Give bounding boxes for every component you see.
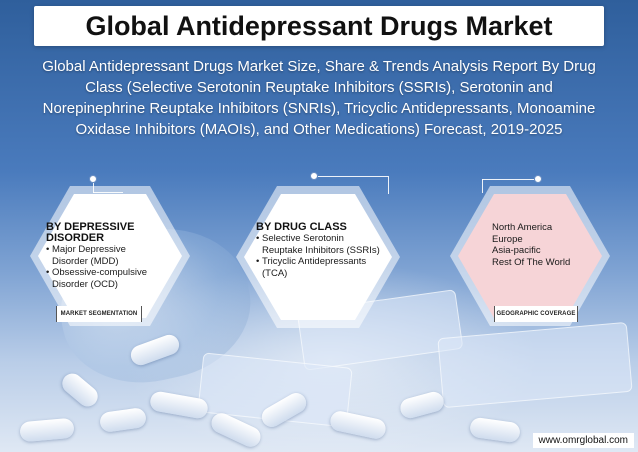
list-item: • Major Depressive Disorder (MDD) [46, 244, 126, 267]
report-subtitle: Global Antidepressant Drugs Market Size,… [42, 58, 596, 138]
website-url: www.omrglobal.com [532, 433, 634, 448]
page-title: Global Antidepressant Drugs Market [85, 10, 553, 41]
geographic-coverage-tag: GEOGRAPHIC COVERAGE [494, 306, 578, 322]
connector-dot [310, 172, 318, 180]
geography-card-content: North America Europe Asia-pacific Rest O… [492, 222, 588, 268]
connector-dot [534, 175, 542, 183]
market-segmentation-tag: MARKET SEGMENTATION [56, 306, 142, 322]
list-item: Asia-pacific [492, 245, 541, 256]
connector-line [482, 179, 483, 193]
drug-class-card-content: BY DRUG CLASS • Selective Serotonin Reupt… [256, 222, 386, 279]
disorder-card-content: BY DEPRESSIVE DISORDER • Major Depressive… [46, 222, 162, 290]
capsule [58, 369, 102, 411]
blister-pack [437, 321, 633, 409]
list-item: North America [492, 222, 553, 233]
list-item: • Selective Serotonin Reuptake Inhibitors… [256, 233, 380, 256]
list-item: Europe [492, 233, 523, 245]
list-item: • Tricyclic Antidepressants (TCA) [256, 256, 367, 279]
disorder-card-title: BY DEPRESSIVE DISORDER [46, 221, 135, 244]
list-item: • Obsessive-compulsive Disorder (OCD) [46, 267, 148, 290]
connector-line [482, 179, 534, 180]
connector-line [318, 176, 388, 177]
connector-line [388, 176, 389, 194]
connector-line [93, 179, 94, 180]
capsule [19, 417, 75, 443]
list-item: Rest Of The World [492, 256, 571, 268]
drug-class-card-title: BY DRUG CLASS [256, 221, 347, 233]
title-banner: Global Antidepressant Drugs Market [34, 6, 604, 46]
